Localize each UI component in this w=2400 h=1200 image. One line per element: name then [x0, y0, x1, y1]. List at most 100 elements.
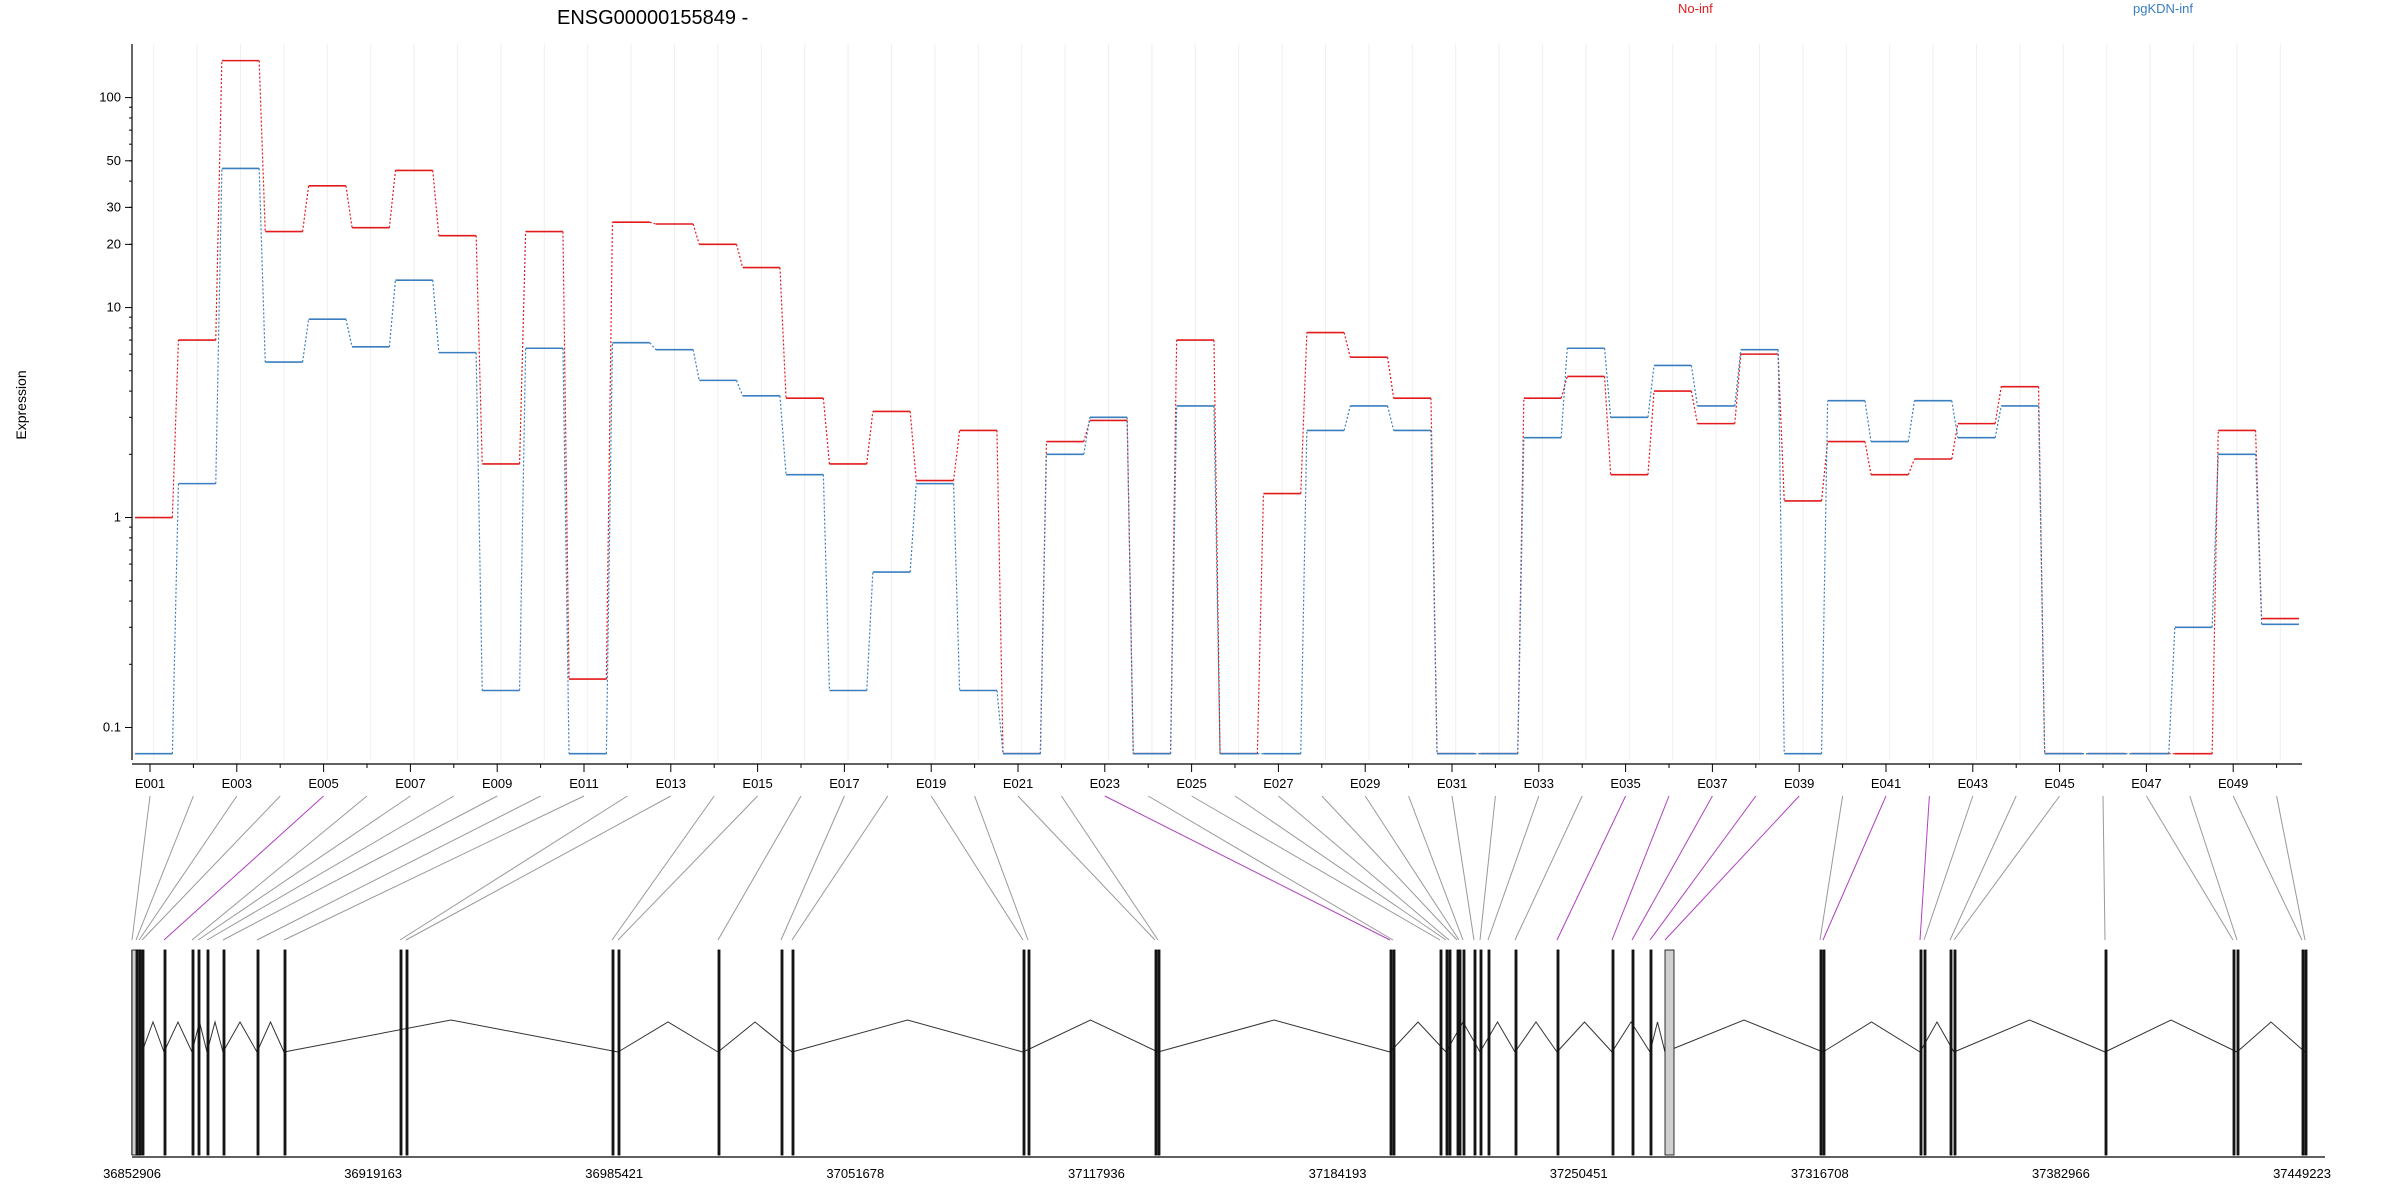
intron-chevron	[1556, 1021, 1613, 1053]
chart-title: ENSG00000155849 -	[557, 7, 748, 29]
exon-connector	[1556, 795, 1627, 941]
exon-box	[1154, 949, 1158, 1156]
exon-box	[2304, 949, 2308, 1156]
exon-transition	[1169, 340, 1178, 754]
genomic-coordinate-label: 37117936	[1068, 1166, 1125, 1181]
exon-connector	[191, 795, 368, 941]
intron-chevron	[283, 1019, 619, 1053]
exon-connector	[1949, 795, 2017, 941]
exon-connector	[1514, 795, 1583, 941]
exon-connector	[1923, 795, 1974, 941]
exon-transition	[649, 221, 657, 225]
exon-transition	[1690, 390, 1699, 424]
genomic-coordinate-label: 37316708	[1791, 1166, 1849, 1181]
y-tick-label: 20	[107, 236, 121, 251]
exon-transition	[736, 380, 744, 397]
exon-box	[2232, 949, 2236, 1156]
exon-connector	[1479, 795, 1496, 941]
y-tick-label: 10	[107, 300, 121, 315]
exon-transition	[345, 185, 353, 228]
x-tick-label: E001	[135, 776, 165, 791]
x-tick-label: E035	[1610, 776, 1640, 791]
exon-box	[1448, 949, 1452, 1156]
exon-transition	[1300, 430, 1308, 754]
x-tick-label: E007	[395, 776, 425, 791]
exon-box	[1556, 949, 1560, 1156]
exon-connector	[1664, 795, 1800, 941]
intron-chevron	[1611, 1021, 1651, 1053]
intron-chevron	[1664, 1019, 1824, 1053]
exon-transition	[1994, 405, 2002, 438]
exon-box	[405, 949, 409, 1156]
exon-transition	[301, 319, 310, 363]
exon-connector	[283, 795, 585, 941]
exon-transition	[1734, 354, 1742, 424]
exon-connector	[141, 795, 281, 941]
x-tick-label: E021	[1003, 776, 1033, 791]
exon-transition	[605, 222, 614, 680]
exon-connector	[135, 795, 194, 941]
exon-transition	[1343, 332, 1351, 358]
y-axis: 0.1 1 10 20 30 50 100	[99, 44, 133, 760]
exon-box	[1389, 949, 1393, 1156]
exon-transition	[822, 398, 831, 464]
exon-transition	[1560, 376, 1568, 399]
exon-transition	[735, 244, 744, 268]
exon-box	[206, 949, 210, 1156]
exon-box	[283, 949, 287, 1156]
exon-box	[1473, 949, 1477, 1156]
exon-transition	[1126, 417, 1134, 754]
exon-transition	[779, 267, 787, 399]
exon-box	[1439, 949, 1443, 1156]
exon-transition	[301, 185, 310, 232]
x-tick-label: E027	[1263, 776, 1293, 791]
exon-transition	[475, 352, 483, 691]
exon-box	[2301, 949, 2305, 1156]
exon-box	[780, 949, 784, 1156]
exon-box	[138, 949, 142, 1156]
exon-box	[1487, 949, 1491, 1156]
exon-box	[1022, 949, 1026, 1156]
exon-connector	[2145, 795, 2234, 941]
x-tick-label: E041	[1871, 776, 1901, 791]
exon-transition	[692, 223, 700, 245]
exon-transition	[171, 340, 180, 518]
exon-transition	[1213, 405, 1221, 754]
exon-connector	[1321, 795, 1458, 941]
exon-transition	[1169, 405, 1178, 754]
genomic-coordinate-label: 37382966	[2032, 1166, 2090, 1181]
exon-box	[1953, 949, 1957, 1156]
exon-connector	[2276, 795, 2306, 941]
exon-box	[163, 949, 167, 1156]
intron-chevron	[222, 1020, 258, 1053]
intron-chevron	[717, 1021, 793, 1053]
exon-box	[399, 949, 403, 1156]
intron-chevron	[1822, 1021, 1921, 1053]
exon-connector	[1451, 795, 1475, 941]
exon-connector	[399, 795, 628, 941]
exon-transition	[258, 60, 266, 232]
exon-transition	[2211, 430, 2219, 754]
exon-transition	[562, 231, 570, 680]
exon-transition	[1907, 458, 1915, 475]
intron-chevron	[1022, 1019, 1159, 1053]
exon-transition	[1517, 437, 1525, 754]
exon-box	[1514, 949, 1518, 1156]
exon-transition	[1343, 405, 1351, 431]
exon-transition	[1864, 400, 1872, 442]
exon-box	[1445, 949, 1449, 1156]
exon-transition	[2211, 454, 2219, 628]
exon-connector	[1234, 795, 1447, 941]
exon-transition	[1603, 376, 1612, 475]
exon-box	[1919, 949, 1923, 1156]
intron-chevron	[256, 1020, 285, 1053]
exon-connector	[930, 795, 1024, 941]
genomic-coordinate-label: 37250451	[1550, 1166, 1608, 1181]
exon-transition	[562, 348, 570, 754]
exon-box	[1611, 949, 1615, 1156]
exon-transition	[909, 411, 917, 481]
exon-connector	[131, 795, 151, 941]
exon-connector	[2189, 795, 2238, 941]
x-tick-label: E037	[1697, 776, 1727, 791]
